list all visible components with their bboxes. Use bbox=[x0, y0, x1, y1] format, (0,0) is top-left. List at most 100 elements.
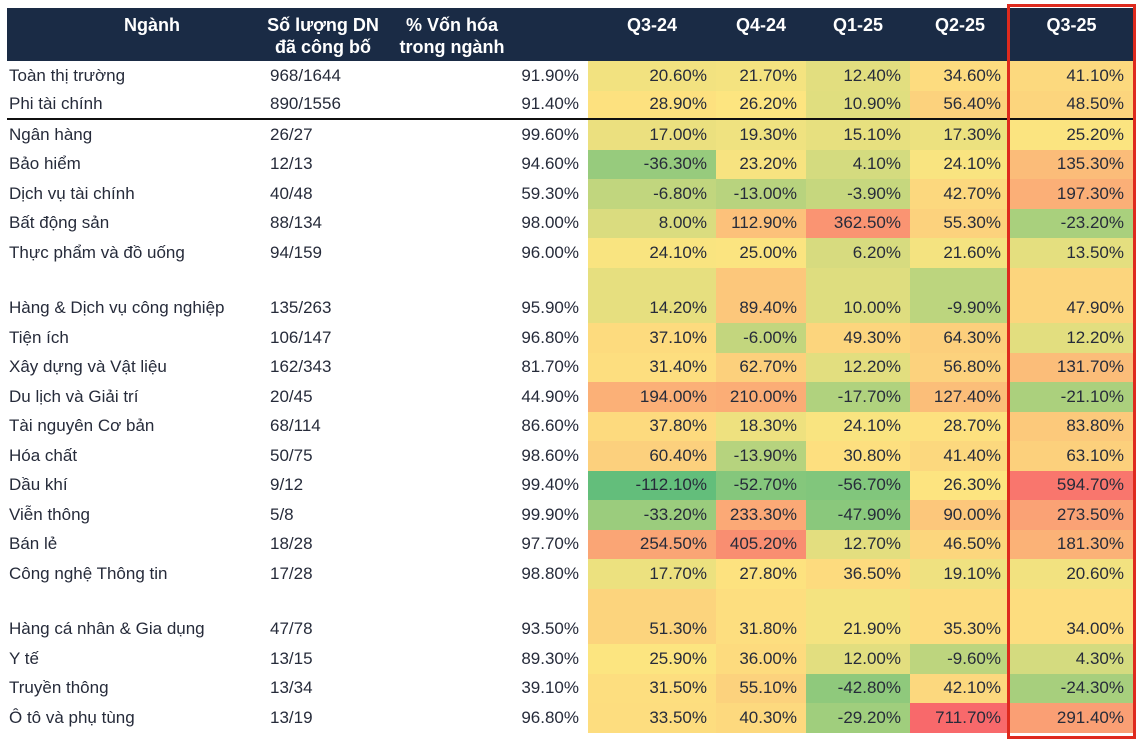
heatmap-cell: 55.10% bbox=[716, 673, 806, 703]
heatmap-cell: -29.20% bbox=[806, 703, 910, 733]
table-row: Ngân hàng 26/27 99.60% 17.00% 19.30% 15.10% 17… bbox=[7, 120, 1133, 150]
heatmap-cell: 56.80% bbox=[910, 352, 1010, 382]
disclosed-count: 94/159 bbox=[270, 242, 322, 262]
heatmap-cell: 12.70% bbox=[806, 529, 910, 559]
disclosed-count: 106/147 bbox=[270, 327, 332, 347]
table-row: Tiện ích 106/147 96.80% 37.10% -6.00% 49.30% 6… bbox=[7, 323, 1133, 353]
heatmap-cell: -52.70% bbox=[716, 470, 806, 500]
heatmap-cell: 17.00% bbox=[588, 120, 716, 150]
heatmap-cell: 14.20% bbox=[588, 293, 716, 323]
heatmap-cell: 34.60% bbox=[910, 61, 1010, 91]
heatmap-cell: 194.00% bbox=[588, 382, 716, 412]
heatmap-cell: 4.30% bbox=[1010, 644, 1133, 674]
cap-share: 98.60% bbox=[521, 445, 579, 465]
heatmap-cell: 273.50% bbox=[1010, 500, 1133, 530]
heatmap-cell: -23.20% bbox=[1010, 208, 1133, 238]
heatmap-cell: 90.00% bbox=[910, 500, 1010, 530]
heatmap-cell: 6.20% bbox=[806, 238, 910, 268]
heatmap-cell: 19.10% bbox=[910, 559, 1010, 589]
heatmap-cell bbox=[716, 588, 806, 615]
cap-share: 81.70% bbox=[521, 357, 579, 377]
heatmap-cell: 63.10% bbox=[1010, 441, 1133, 471]
sector-name: Y tế bbox=[9, 648, 39, 668]
header-q1-25: Q1-25 bbox=[832, 15, 884, 35]
heatmap-cell: 12.20% bbox=[1010, 323, 1133, 353]
table-row: Công nghệ Thông tin 17/28 98.80% 17.70% 27.8… bbox=[7, 559, 1133, 589]
heatmap-cell: -56.70% bbox=[806, 470, 910, 500]
heatmap-cell: 27.80% bbox=[716, 559, 806, 589]
heatmap-cell: 40.30% bbox=[716, 703, 806, 733]
header-q3-25: Q3-25 bbox=[1046, 15, 1097, 35]
sector-name: Xây dựng và Vật liệu bbox=[9, 357, 167, 377]
heatmap-cell: -13.00% bbox=[716, 179, 806, 209]
heatmap-cell: 233.30% bbox=[716, 500, 806, 530]
heatmap-cell: 21.60% bbox=[910, 238, 1010, 268]
heatmap-cell: 131.70% bbox=[1010, 352, 1133, 382]
heatmap-cell: 42.70% bbox=[910, 179, 1010, 209]
heatmap-cell: 254.50% bbox=[588, 529, 716, 559]
heatmap-cell: -9.60% bbox=[910, 644, 1010, 674]
sector-name: Bảo hiểm bbox=[9, 154, 81, 174]
table-row: Bảo hiểm 12/13 94.60% -36.30% 23.20% 4.10% 24.… bbox=[7, 149, 1133, 179]
disclosed-count: 135/263 bbox=[270, 298, 332, 318]
cap-share bbox=[423, 268, 588, 294]
heatmap-cell: 17.30% bbox=[910, 120, 1010, 150]
heatmap-cell: -13.90% bbox=[716, 441, 806, 471]
sector-name: Toàn thị trường bbox=[9, 65, 126, 85]
heatmap-cell: 135.30% bbox=[1010, 149, 1133, 179]
heatmap-cell: 46.50% bbox=[910, 529, 1010, 559]
disclosed-count: 13/34 bbox=[270, 678, 313, 698]
cap-share: 91.40% bbox=[521, 94, 579, 114]
table-row: Tài nguyên Cơ bản 68/114 86.60% 37.80% 18.30… bbox=[7, 411, 1133, 441]
heatmap-cell: 51.30% bbox=[588, 614, 716, 644]
heatmap-cell: -21.10% bbox=[1010, 382, 1133, 412]
cap-share: 91.90% bbox=[521, 65, 579, 85]
heatmap-cell: 28.90% bbox=[588, 90, 716, 118]
heatmap-cell: 19.30% bbox=[716, 120, 806, 150]
heatmap-cell: 4.10% bbox=[806, 149, 910, 179]
table-row: Hàng cá nhân & Gia dụng 47/78 93.50% 51.30%… bbox=[7, 614, 1133, 644]
sector-name: Tài nguyên Cơ bản bbox=[9, 416, 155, 436]
heatmap-cell: 12.20% bbox=[806, 352, 910, 382]
table-row: Du lịch và Giải trí 20/45 44.90% 194.00% 210… bbox=[7, 382, 1133, 412]
heatmap-cell: 31.80% bbox=[716, 614, 806, 644]
sector-name: Thực phẩm và đồ uống bbox=[9, 242, 185, 262]
heatmap-cell: 12.40% bbox=[806, 61, 910, 91]
heatmap-cell bbox=[910, 588, 1010, 615]
heatmap-cell: 41.40% bbox=[910, 441, 1010, 471]
sector-name: Dầu khí bbox=[9, 475, 68, 495]
heatmap-cell: 24.10% bbox=[910, 149, 1010, 179]
heatmap-cell: 62.70% bbox=[716, 352, 806, 382]
disclosed-count: 162/343 bbox=[270, 357, 332, 377]
heatmap-cell: 28.70% bbox=[910, 411, 1010, 441]
heatmap-cell: 31.40% bbox=[588, 352, 716, 382]
heatmap-cell: 35.30% bbox=[910, 614, 1010, 644]
heatmap-cell: 25.00% bbox=[716, 238, 806, 268]
heatmap-cell: 89.40% bbox=[716, 293, 806, 323]
heatmap-cell: 8.00% bbox=[588, 208, 716, 238]
table-row: Hóa chất 50/75 98.60% 60.40% -13.90% 30.80% 41… bbox=[7, 441, 1133, 471]
heatmap-cell: 12.00% bbox=[806, 644, 910, 674]
disclosed-count: 40/48 bbox=[270, 183, 313, 203]
heatmap-cell: 37.10% bbox=[588, 323, 716, 353]
heatmap-cell: 26.20% bbox=[716, 90, 806, 118]
disclosed-count: 88/134 bbox=[270, 213, 322, 233]
heatmap-cell: 25.90% bbox=[588, 644, 716, 674]
heatmap-cell: -47.90% bbox=[806, 500, 910, 530]
heatmap-cell: 291.40% bbox=[1010, 703, 1133, 733]
heatmap-cell: -6.00% bbox=[716, 323, 806, 353]
heatmap-cell: 30.80% bbox=[806, 441, 910, 471]
heatmap-cell: 711.70% bbox=[910, 703, 1010, 733]
heatmap-cell bbox=[588, 588, 716, 615]
cap-share: 96.80% bbox=[521, 327, 579, 347]
sector-name: Phi tài chính bbox=[9, 94, 103, 114]
header-sector-label: Ngành bbox=[124, 15, 180, 35]
heatmap-cell: 42.10% bbox=[910, 673, 1010, 703]
heatmap-cell bbox=[806, 267, 910, 294]
sector-name: Viễn thông bbox=[9, 504, 90, 524]
header-cap-share: % Vốn hóa trong ngành bbox=[399, 15, 505, 57]
sector-name: Công nghệ Thông tin bbox=[9, 563, 168, 583]
heatmap-cell: 64.30% bbox=[910, 323, 1010, 353]
cap-share bbox=[423, 589, 588, 615]
disclosed-count: 13/15 bbox=[270, 648, 313, 668]
